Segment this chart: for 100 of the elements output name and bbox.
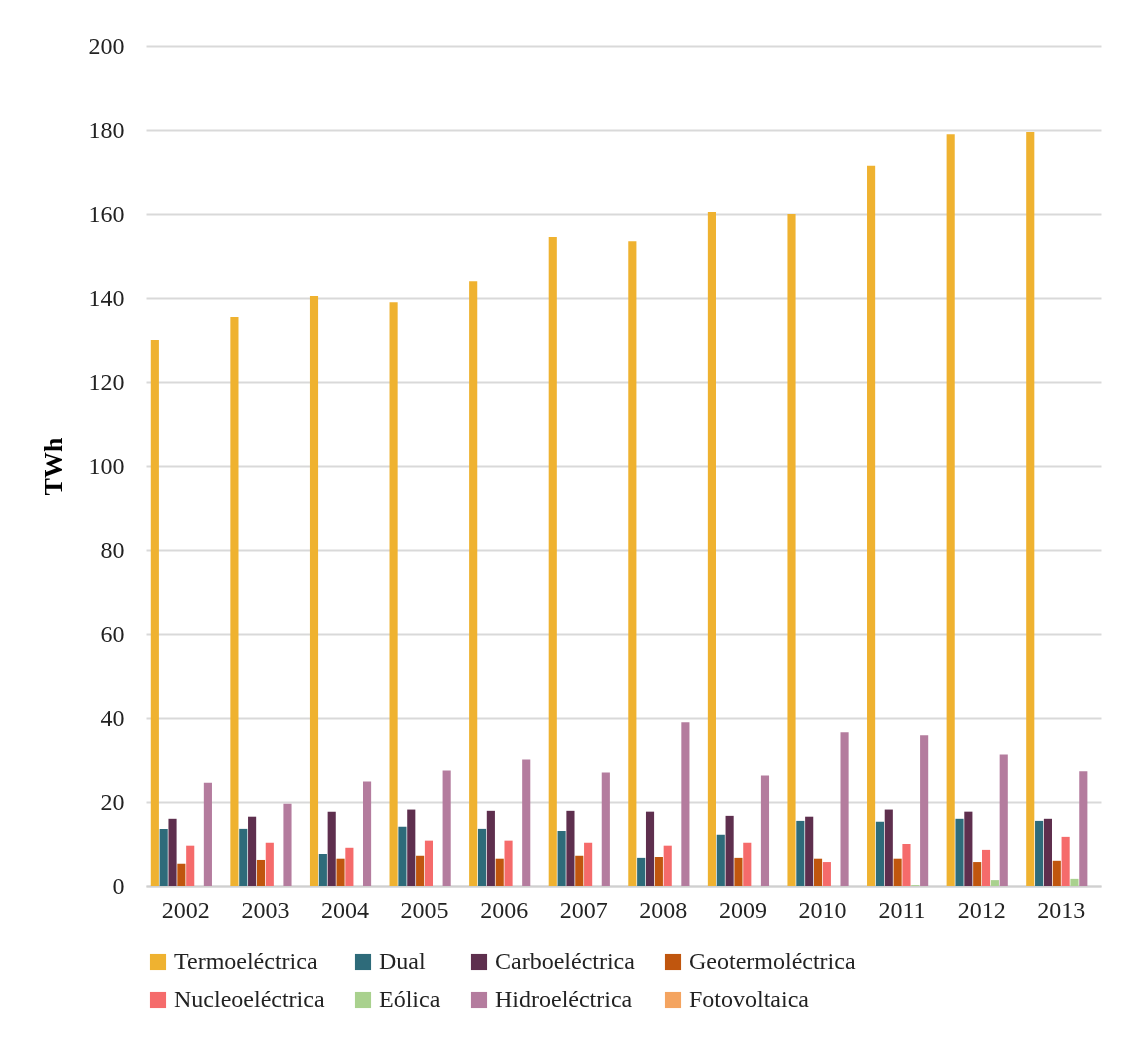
bar: [309, 295, 319, 886]
legend-label: Hidroeléctrica: [495, 986, 633, 1012]
bar: [637, 857, 646, 886]
bar: [345, 847, 354, 886]
bar: [1079, 771, 1088, 886]
bar: [177, 863, 186, 886]
bar: [230, 316, 239, 886]
bar: [822, 862, 831, 886]
bar: [681, 722, 690, 886]
bar: [955, 818, 964, 886]
y-tick-label: 160: [88, 200, 125, 227]
x-tick-label: 2003: [241, 896, 290, 923]
bar: [239, 828, 248, 886]
bar: [442, 770, 451, 886]
bar: [760, 775, 770, 886]
bar: [893, 858, 902, 886]
x-tick-label: 2002: [161, 896, 210, 923]
bar: [1043, 818, 1053, 886]
bar: [469, 281, 478, 886]
legend-label: Fotovoltaica: [689, 986, 810, 1012]
bar: [840, 732, 849, 886]
x-tick-label: 2007: [559, 896, 608, 923]
bar: [548, 237, 557, 886]
bar: [867, 165, 876, 886]
y-tick-label: 20: [100, 788, 125, 815]
x-tick-label: 2006: [480, 896, 529, 923]
y-tick-label: 180: [88, 116, 125, 143]
bar: [203, 782, 212, 886]
y-tick-label: 120: [88, 368, 125, 395]
bar: [557, 830, 566, 886]
bar: [486, 810, 495, 886]
bar: [654, 857, 663, 886]
bar: [990, 880, 999, 886]
bar: [150, 340, 159, 886]
bar: [248, 816, 257, 886]
bar: [884, 809, 893, 886]
bar: [504, 840, 513, 886]
x-tick-label: 2005: [400, 896, 449, 923]
legend-label: Eólica: [379, 986, 441, 1012]
bar: [318, 854, 327, 886]
bar: [566, 810, 575, 886]
bar: [265, 842, 274, 886]
bar: [946, 134, 955, 886]
y-tick-label: 140: [88, 284, 125, 311]
bar: [707, 211, 716, 886]
legend-label: Nucleoeléctrica: [174, 986, 325, 1012]
bar: [186, 845, 195, 886]
bar: [1070, 878, 1079, 886]
bar: [725, 815, 734, 886]
bar: [477, 828, 487, 886]
x-tick-label: 2004: [320, 896, 369, 923]
x-tick-label: 2011: [878, 896, 926, 923]
x-tick-label: 2012: [957, 896, 1006, 923]
bar: [283, 803, 292, 886]
bar: [999, 754, 1008, 886]
x-tick-label: 2013: [1037, 896, 1086, 923]
bar: [522, 759, 531, 886]
x-tick-label: 2010: [798, 896, 847, 923]
legend-label: Geotermoléctrica: [689, 948, 856, 974]
bar: [805, 816, 814, 886]
bar: [973, 862, 982, 886]
bar: [787, 214, 796, 886]
y-tick-label: 200: [88, 32, 125, 59]
bar: [1061, 836, 1070, 886]
y-tick-label: 0: [112, 872, 125, 899]
bar: [363, 781, 372, 886]
bar: [416, 855, 425, 886]
bar: [575, 855, 584, 886]
x-tick-label: 2009: [718, 896, 767, 923]
bar: [663, 845, 672, 886]
bar: [256, 859, 266, 886]
y-tick-label: 100: [88, 452, 125, 479]
bar: [327, 811, 336, 886]
x-tick-label: 2008: [639, 896, 688, 923]
y-tick-label: 60: [100, 620, 125, 647]
bar: [734, 857, 743, 886]
y-tick-label: 40: [100, 704, 125, 731]
bar: [601, 772, 610, 886]
bar: [628, 241, 637, 886]
bar: [407, 809, 416, 886]
bar: [920, 735, 929, 886]
bar: [716, 834, 725, 886]
legend-label: Carboeléctrica: [495, 948, 636, 974]
bar: [796, 820, 805, 886]
y-tick-label: 80: [100, 536, 125, 563]
bar: [813, 858, 823, 886]
bar: [1035, 820, 1044, 886]
legend-label: Termoeléctrica: [174, 948, 318, 974]
bar: [981, 849, 991, 886]
bar: [902, 844, 911, 886]
legend-label: Dual: [379, 948, 426, 974]
bar: [964, 811, 973, 886]
bar: [743, 842, 752, 886]
bar: [584, 842, 593, 886]
bar: [159, 828, 168, 886]
bar: [398, 826, 407, 886]
bar: [168, 818, 177, 886]
bar: [645, 811, 655, 886]
bar: [336, 858, 345, 886]
bar: [495, 858, 504, 886]
